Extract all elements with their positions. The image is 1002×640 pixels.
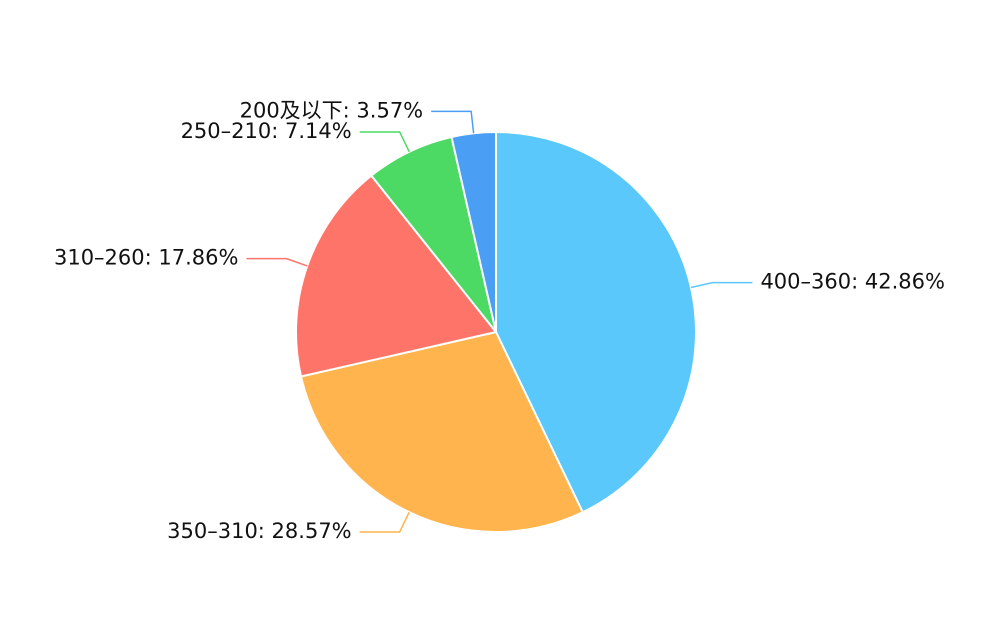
slice-label: 350–310: 28.57% [167, 519, 352, 543]
slice-label: 250–210: 7.14% [181, 119, 352, 143]
slice-label: 400–360: 42.86% [760, 270, 945, 294]
label-line [690, 281, 753, 289]
slice-label: 200及以下: 3.57% [240, 98, 424, 122]
pie-slice [495, 130, 697, 514]
label-line [359, 131, 410, 153]
label-line [359, 511, 410, 533]
pie-slice [299, 330, 585, 533]
label-line [431, 110, 475, 134]
slice-label: 310–260: 17.86% [54, 246, 239, 270]
label-line [246, 257, 308, 267]
